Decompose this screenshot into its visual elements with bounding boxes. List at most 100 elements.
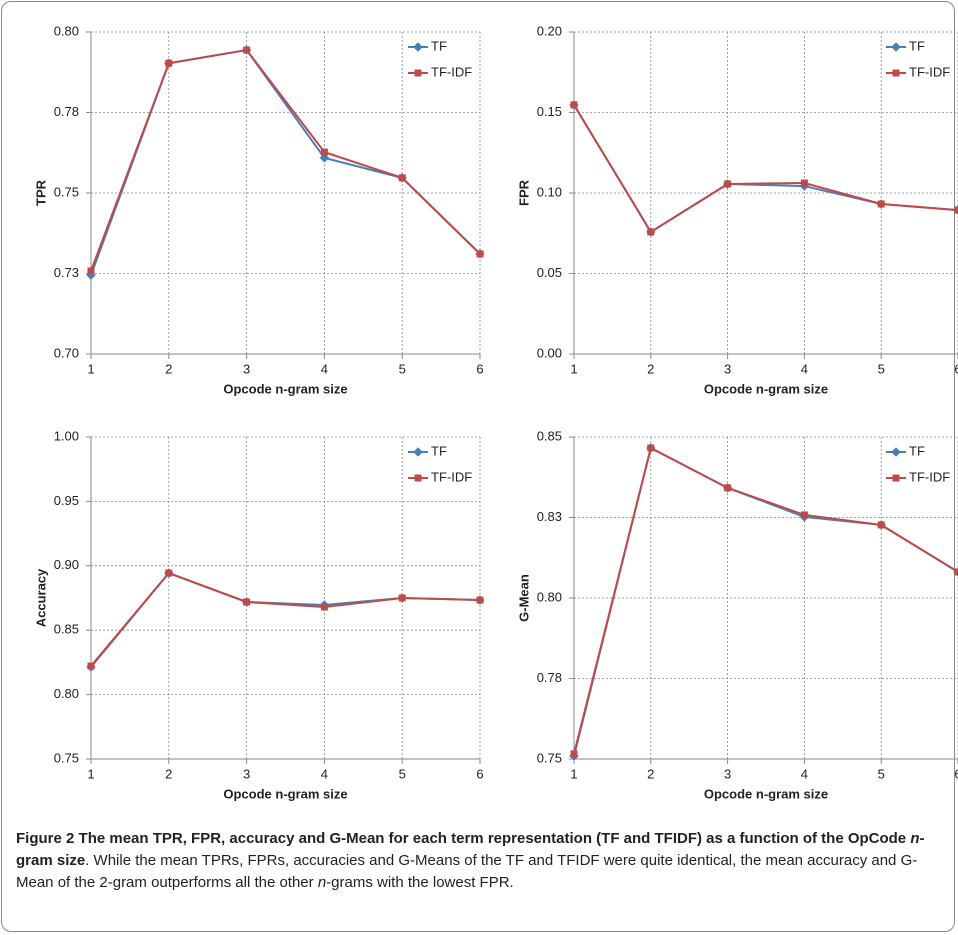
marker bbox=[87, 662, 95, 670]
marker bbox=[319, 153, 330, 163]
marker bbox=[954, 206, 958, 214]
y-tick-label: 0.78 bbox=[537, 670, 562, 685]
x-axis-title: Opcode n-gram size bbox=[223, 786, 347, 801]
series-line bbox=[573, 446, 958, 757]
x-tick-label: 4 bbox=[321, 766, 328, 781]
x-tick-label: 2 bbox=[165, 361, 172, 376]
marker bbox=[724, 484, 732, 492]
caption-label: Figure 2 bbox=[16, 830, 75, 847]
legend-label: TF-IDF bbox=[431, 64, 472, 79]
x-tick-label: 1 bbox=[570, 766, 577, 781]
y-tick-label: 1.00 bbox=[54, 428, 79, 443]
marker bbox=[243, 46, 251, 54]
marker bbox=[165, 569, 173, 577]
caption-text: n bbox=[317, 874, 327, 891]
legend-label: TF-IDF bbox=[431, 469, 472, 484]
x-tick-label: 1 bbox=[570, 361, 577, 376]
y-tick-label: 0.70 bbox=[54, 345, 79, 360]
series-line bbox=[573, 446, 958, 755]
marker bbox=[87, 267, 95, 275]
legend-label: TF bbox=[431, 38, 447, 53]
x-tick-label: 1 bbox=[87, 766, 94, 781]
marker bbox=[647, 444, 655, 452]
x-tick-label: 6 bbox=[476, 766, 483, 781]
x-tick-label: 3 bbox=[724, 766, 731, 781]
caption-text: -grams with the lowest FPR. bbox=[326, 874, 514, 891]
marker bbox=[165, 59, 173, 67]
y-tick-label: 0.75 bbox=[54, 750, 79, 765]
marker bbox=[570, 101, 578, 109]
series-line bbox=[90, 48, 481, 276]
caption-title-part: The mean TPR, FPR, accuracy and G-Mean f… bbox=[78, 830, 911, 847]
x-axis-title: Opcode n-gram size bbox=[704, 786, 828, 801]
y-tick-label: 0.75 bbox=[537, 750, 562, 765]
caption-title-part: n bbox=[910, 830, 920, 847]
x-axis-title: Opcode n-gram size bbox=[223, 381, 347, 396]
y-tick-label: 0.80 bbox=[54, 686, 79, 701]
marker bbox=[954, 568, 958, 576]
x-tick-label: 1 bbox=[87, 361, 94, 376]
marker bbox=[243, 598, 251, 606]
y-tick-label: 0.80 bbox=[54, 23, 79, 38]
x-tick-label: 6 bbox=[476, 361, 483, 376]
marker bbox=[800, 179, 808, 187]
marker bbox=[476, 250, 484, 258]
series-line bbox=[573, 104, 958, 234]
x-tick-label: 5 bbox=[399, 766, 406, 781]
caption-title-part: -gram size bbox=[16, 830, 925, 869]
marker bbox=[891, 447, 901, 457]
legend-label: TF-IDF bbox=[909, 469, 950, 484]
marker bbox=[892, 474, 900, 482]
marker bbox=[892, 69, 900, 77]
x-tick-label: 2 bbox=[647, 766, 654, 781]
x-tick-label: 4 bbox=[321, 361, 328, 376]
marker bbox=[877, 521, 885, 529]
x-tick-label: 6 bbox=[954, 361, 958, 376]
y-tick-label: 0.73 bbox=[54, 265, 79, 280]
y-tick-label: 0.80 bbox=[537, 589, 562, 604]
series-line bbox=[90, 571, 481, 668]
marker bbox=[398, 174, 406, 182]
y-tick-label: 0.78 bbox=[54, 104, 79, 119]
x-tick-label: 3 bbox=[724, 361, 731, 376]
x-tick-label: 2 bbox=[647, 361, 654, 376]
y-tick-label: 0.85 bbox=[54, 622, 79, 637]
x-tick-label: 3 bbox=[243, 766, 250, 781]
x-tick-label: 6 bbox=[954, 766, 958, 781]
y-tick-label: 0.75 bbox=[54, 184, 79, 199]
y-axis-title: G-Mean bbox=[516, 574, 531, 622]
y-tick-label: 0.10 bbox=[537, 184, 562, 199]
marker bbox=[398, 594, 406, 602]
y-axis-title: FPR bbox=[516, 179, 531, 206]
x-tick-label: 3 bbox=[243, 361, 250, 376]
legend-label: TF bbox=[909, 38, 925, 53]
x-tick-label: 5 bbox=[399, 361, 406, 376]
marker bbox=[570, 750, 578, 758]
y-tick-label: 0.85 bbox=[537, 428, 562, 443]
marker bbox=[800, 511, 808, 519]
y-tick-label: 0.95 bbox=[54, 493, 79, 508]
legend-label: TF bbox=[431, 443, 447, 458]
marker bbox=[877, 200, 885, 208]
marker bbox=[414, 474, 422, 482]
marker bbox=[647, 228, 655, 236]
x-tick-label: 4 bbox=[801, 766, 808, 781]
marker bbox=[414, 69, 422, 77]
marker bbox=[320, 148, 328, 156]
x-tick-label: 5 bbox=[878, 766, 885, 781]
caption: Figure 2 The mean TPR, FPR, accuracy and… bbox=[16, 828, 946, 894]
marker bbox=[413, 447, 423, 457]
y-tick-label: 0.83 bbox=[537, 509, 562, 524]
marker bbox=[891, 42, 901, 52]
marker bbox=[320, 603, 328, 611]
legend-label: TF-IDF bbox=[909, 64, 950, 79]
y-tick-label: 0.15 bbox=[537, 104, 562, 119]
caption-title: Figure 2 The mean TPR, FPR, accuracy and… bbox=[16, 830, 925, 869]
figure: 0.70 0.73 0.75 0.78 0.80 1 2 3 4 5 6 Opcode n-gram … bbox=[33, 23, 958, 801]
x-tick-label: 2 bbox=[165, 766, 172, 781]
y-axis-title: TPR bbox=[33, 179, 48, 206]
marker bbox=[413, 42, 423, 52]
y-tick-label: 0.90 bbox=[54, 557, 79, 572]
series-line bbox=[90, 48, 481, 272]
